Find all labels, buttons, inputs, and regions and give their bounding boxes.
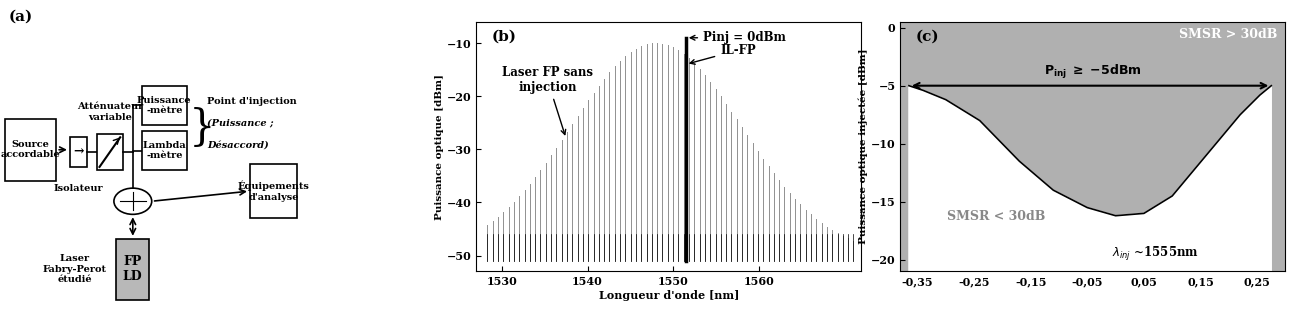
Text: }: } [189,107,215,149]
Text: Lambda
-mètre: Lambda -mètre [142,141,187,160]
Text: Désaccord): Désaccord) [207,141,269,149]
Text: FP
LD: FP LD [123,255,142,283]
X-axis label: Longueur d'onde [nm]: Longueur d'onde [nm] [599,290,739,301]
Bar [116,239,150,300]
Bar [4,119,56,181]
Text: (b): (b) [492,29,517,43]
Bar [142,86,187,125]
Text: IL-FP: IL-FP [690,44,756,64]
Bar [249,164,298,218]
Text: Isolateur: Isolateur [54,184,103,193]
Text: Laser
Fabry-Perot
étudié: Laser Fabry-Perot étudié [43,254,107,284]
Text: (a): (a) [9,9,33,23]
Text: Atténuateur
variable: Atténuateur variable [77,102,144,122]
Text: Puissance
-mètre: Puissance -mètre [137,95,192,115]
Bar [142,131,187,170]
Text: SMSR < 30dB: SMSR < 30dB [946,210,1045,223]
Text: SMSR > 30dB: SMSR > 30dB [1180,28,1278,41]
Y-axis label: Puissance optique [dBm]: Puissance optique [dBm] [435,74,444,220]
Bar [69,137,87,167]
Y-axis label: Puissance optique injectée [dBm]: Puissance optique injectée [dBm] [859,49,868,244]
Text: $\lambda_{inj}$ ~1555nm: $\lambda_{inj}$ ~1555nm [1112,245,1199,263]
Text: →: → [73,146,84,158]
Bar [97,134,123,170]
Text: Source
accordable: Source accordable [0,140,60,159]
Text: (Puissance ;: (Puissance ; [207,119,274,128]
Text: $\mathbf{P_{inj}}$ $\mathbf{\geq}$ $\mathbf{-5dBm}$: $\mathbf{P_{inj}}$ $\mathbf{\geq}$ $\mat… [1044,63,1142,81]
Text: Laser FP sans
injection: Laser FP sans injection [502,66,592,134]
Text: Équipements
d'analyse: Équipements d'analyse [238,181,309,202]
Text: Point d'injection: Point d'injection [207,97,296,106]
Polygon shape [910,86,1271,271]
Text: Pinj = 0dBm: Pinj = 0dBm [690,31,786,44]
Text: (c): (c) [916,29,940,43]
